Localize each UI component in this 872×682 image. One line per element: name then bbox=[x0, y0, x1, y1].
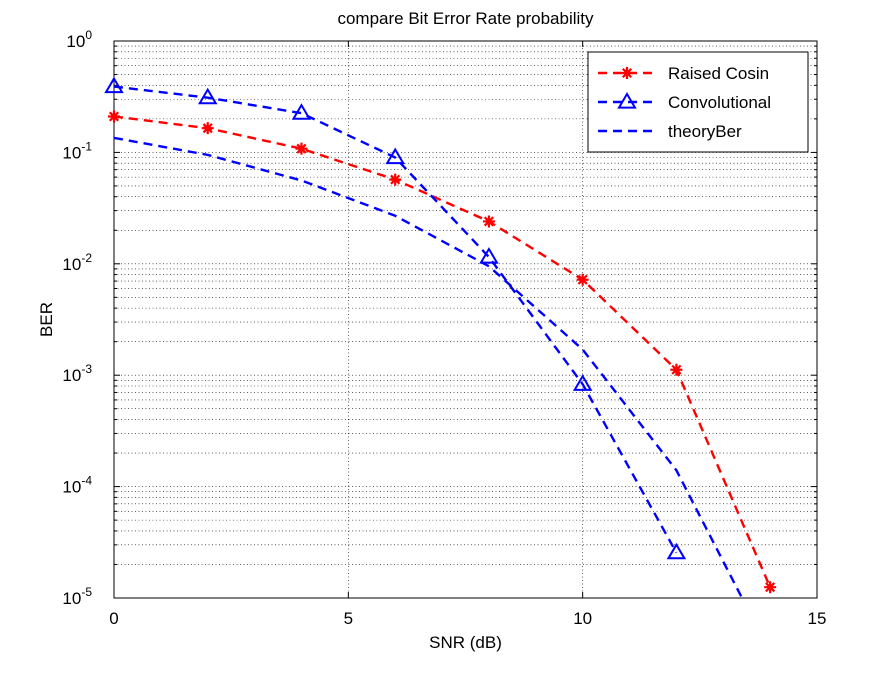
data-point-marker-center bbox=[485, 218, 492, 225]
data-point-marker bbox=[385, 147, 405, 165]
series-convolutional bbox=[104, 76, 687, 560]
legend-marker-center bbox=[624, 70, 630, 76]
y-tick-label: 10-4 bbox=[62, 474, 92, 497]
x-tick-label: 10 bbox=[573, 609, 592, 628]
y-tick-label: 10-3 bbox=[62, 362, 92, 385]
data-point-marker bbox=[479, 247, 499, 264]
data-point-marker-center bbox=[204, 125, 211, 132]
series-line-group bbox=[114, 85, 678, 554]
legend-label: theoryBer bbox=[668, 122, 742, 141]
data-point-marker-center bbox=[298, 145, 305, 152]
data-point-marker-center bbox=[111, 113, 117, 120]
legend-item: Raised Cosin bbox=[598, 64, 769, 83]
y-tick-label: 100 bbox=[66, 28, 92, 51]
x-tick-label: 15 bbox=[808, 609, 827, 628]
series-line-group bbox=[114, 115, 772, 588]
series-line-group bbox=[114, 136, 744, 598]
data-point-marker-center bbox=[767, 584, 774, 591]
legend-label: Convolutional bbox=[668, 93, 771, 112]
data-point-marker bbox=[291, 103, 312, 120]
y-tick-label: 10-2 bbox=[62, 251, 92, 274]
legend-box bbox=[587, 51, 809, 153]
x-tick-label: 0 bbox=[109, 609, 118, 628]
data-point-marker bbox=[572, 374, 593, 391]
legend-item: Convolutional bbox=[598, 92, 771, 112]
axis-ticks: 0 5 10 15 100 10-1 10-2 10-3 10-4 10-5 bbox=[62, 28, 826, 628]
series-theoryber bbox=[114, 136, 744, 598]
legend-marker bbox=[617, 92, 637, 109]
data-point-marker-center bbox=[673, 366, 680, 373]
data-point-marker-center bbox=[392, 176, 399, 183]
series-raised-cosin bbox=[108, 110, 777, 594]
data-point-marker-center bbox=[579, 276, 586, 283]
plot-frame bbox=[113, 40, 818, 599]
x-tick-label: 5 bbox=[344, 609, 353, 628]
series-layer bbox=[104, 76, 777, 598]
series-line bbox=[114, 115, 772, 588]
legend: Raised Cosin Convolutional theoryBer bbox=[587, 51, 809, 153]
series-line bbox=[114, 136, 744, 598]
legend-item: theoryBer bbox=[598, 122, 742, 141]
series-line bbox=[114, 85, 678, 554]
chart-title: compare Bit Error Rate probability bbox=[337, 9, 594, 28]
y-axis-label: BER bbox=[37, 302, 56, 337]
legend-label: Raised Cosin bbox=[668, 64, 769, 83]
y-tick-label: 10-5 bbox=[62, 585, 92, 608]
data-point-marker bbox=[666, 542, 687, 560]
x-axis-label: SNR (dB) bbox=[429, 633, 502, 652]
data-point-marker bbox=[104, 76, 124, 94]
y-tick-label: 10-1 bbox=[62, 139, 92, 162]
data-point-marker bbox=[197, 87, 218, 105]
